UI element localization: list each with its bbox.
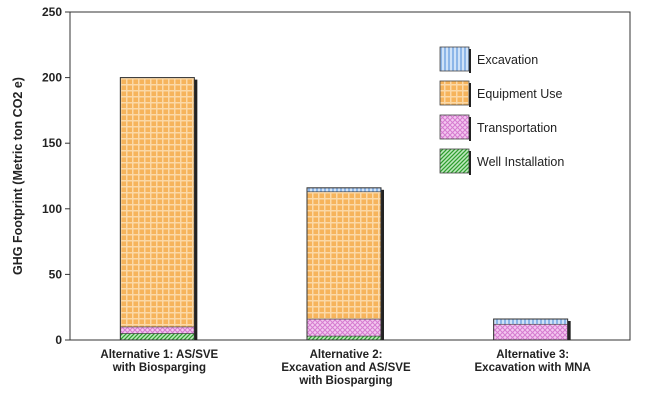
bar-outline <box>493 318 569 341</box>
bar-outline <box>119 77 195 341</box>
x-category-label: Excavation and AS/SVE <box>281 362 411 374</box>
bar-stack <box>306 187 384 341</box>
bar-segment-transportation <box>306 318 382 337</box>
y-tick-label: 100 <box>42 202 62 216</box>
legend-swatch-excavation <box>439 46 470 72</box>
bar-shadow <box>194 79 198 340</box>
legend-label: Well Installation <box>477 155 564 169</box>
bar-segment-transportation <box>120 326 195 334</box>
y-axis: 0 50 100 150 200 250 <box>42 5 70 347</box>
legend-swatch-shadow <box>469 83 471 107</box>
bar-stack <box>493 318 571 341</box>
legend-swatch-shadow <box>469 117 471 141</box>
bar-segment-well-installation <box>120 333 195 341</box>
bar-segment-transportation <box>493 323 568 341</box>
legend-swatch-shadow <box>469 151 471 175</box>
bar-segment-excavation <box>493 318 568 325</box>
bar-segment-equipment-use <box>306 191 382 320</box>
bar-stack <box>119 77 198 341</box>
x-category-label: Alternative 1: AS/SVE <box>100 349 218 361</box>
y-tick-label: 250 <box>42 5 62 19</box>
x-category-label: with Biosparging <box>112 362 206 374</box>
bar-segment-well-installation <box>306 335 382 341</box>
bar-segment-equipment-use <box>120 77 195 328</box>
legend-label: Equipment Use <box>477 87 563 101</box>
legend-swatch-equipment-use <box>439 80 470 106</box>
y-tick-label: 150 <box>42 136 62 150</box>
y-tick-label: 0 <box>55 333 62 347</box>
bar-segment-excavation <box>306 187 382 193</box>
x-category-label: with Biosparging <box>298 375 392 387</box>
bar-shadow <box>381 189 384 340</box>
x-category-label: Alternative 3: <box>496 349 569 361</box>
legend-swatch-transportation <box>439 114 470 140</box>
legend-swatch-well-installation <box>439 148 470 174</box>
legend: Excavation Equipment Use Transportation Wel… <box>439 46 564 175</box>
x-category-label: Alternative 2: <box>310 349 383 361</box>
bars <box>119 77 571 341</box>
x-category-label: Excavation with MNA <box>475 362 591 374</box>
legend-swatch-shadow <box>469 49 471 73</box>
legend-label: Excavation <box>477 53 538 67</box>
y-axis-label: GHG Footprint (Metric ton CO2 e) <box>11 77 25 275</box>
y-tick-label: 200 <box>42 71 62 85</box>
bar-outline <box>306 187 382 341</box>
bar-shadow <box>567 321 571 340</box>
legend-label: Transportation <box>477 121 557 135</box>
y-tick-label: 50 <box>49 267 63 281</box>
